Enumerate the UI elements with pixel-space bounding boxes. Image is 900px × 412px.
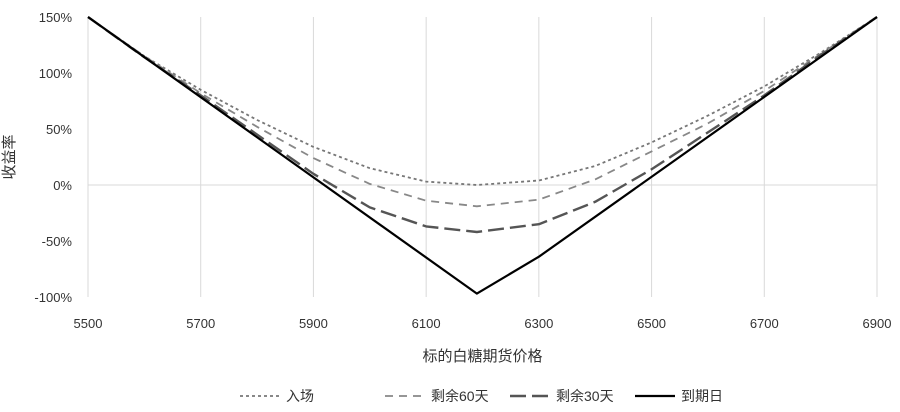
y-tick-label-0: 150% bbox=[39, 10, 73, 25]
y-axis-title: 收益率 bbox=[1, 134, 18, 179]
legend-label-1: 剩余60天 bbox=[431, 388, 489, 404]
x-tick-label-7: 6900 bbox=[863, 316, 892, 331]
y-tick-label-2: 50% bbox=[46, 122, 72, 137]
x-tick-label-4: 6300 bbox=[524, 316, 553, 331]
x-tick-label-3: 6100 bbox=[412, 316, 441, 331]
x-tick-label-6: 6700 bbox=[750, 316, 779, 331]
x-tick-label-5: 6500 bbox=[637, 316, 666, 331]
legend-label-2: 剩余30天 bbox=[556, 388, 614, 404]
y-tick-label-1: 100% bbox=[39, 66, 73, 81]
series-line-2 bbox=[87, 16, 878, 234]
legend-label-3: 到期日 bbox=[681, 388, 723, 404]
x-tick-label-0: 5500 bbox=[74, 316, 103, 331]
y-tick-label-5: -100% bbox=[34, 290, 72, 305]
series-line-1 bbox=[87, 16, 878, 208]
y-tick-label-3: 0% bbox=[53, 178, 72, 193]
x-axis-title: 标的白糖期货价格 bbox=[422, 348, 542, 365]
y-tick-label-4: -50% bbox=[42, 234, 73, 249]
legend-label-0: 入场 bbox=[286, 388, 314, 404]
series-line-0 bbox=[87, 16, 878, 186]
x-tick-label-2: 5900 bbox=[299, 316, 328, 331]
series-line-3 bbox=[87, 16, 878, 295]
x-tick-label-1: 5700 bbox=[186, 316, 215, 331]
